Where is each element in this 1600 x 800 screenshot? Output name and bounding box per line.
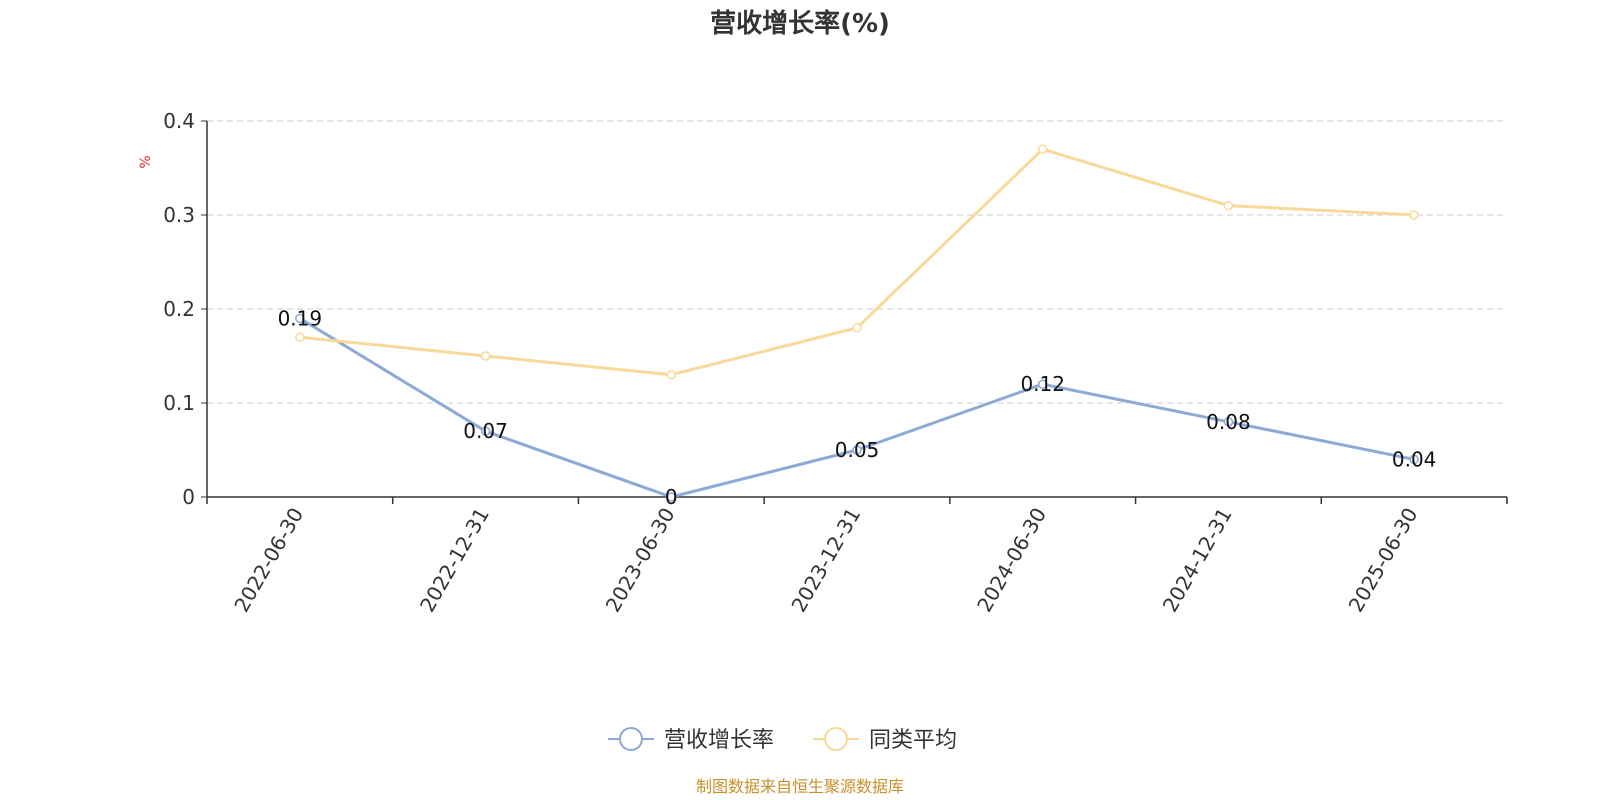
data-point[interactable]	[852, 323, 862, 333]
y-tick-label: 0	[182, 485, 195, 509]
series-line	[299, 317, 1415, 499]
y-axis-unit-label: %	[138, 155, 154, 168]
data-point[interactable]	[295, 332, 305, 342]
data-label: 0.12	[1020, 372, 1065, 396]
data-point[interactable]	[480, 426, 491, 436]
data-source-note: 制图数据来自恒生聚源数据库	[696, 777, 904, 796]
legend-item[interactable]: 同类平均	[813, 727, 957, 753]
data-labels: 0.19 0.07 0 0.05 0.12 0.08 0.04	[278, 306, 1437, 509]
data-label: 0.07	[463, 419, 508, 443]
data-label: 0.04	[1392, 447, 1437, 471]
data-label: 0.08	[1206, 410, 1251, 434]
x-tick-label: 2024-06-30	[972, 504, 1051, 617]
legend[interactable]: 营收增长率 同类平均	[608, 727, 957, 753]
data-point[interactable]	[295, 313, 305, 324]
axes: 0 0.1 0.2 0.3 0.4 2022-06-30 2022-12-31 2023-06…	[163, 109, 1508, 617]
data-label: 0.19	[278, 306, 323, 330]
x-tick-label: 2022-06-30	[229, 504, 308, 617]
x-tick-label: 2025-06-30	[1344, 504, 1423, 617]
data-point[interactable]	[1409, 454, 1419, 465]
data-point[interactable]	[1037, 144, 1048, 154]
x-tick-label: 2024-12-31	[1158, 504, 1237, 617]
legend-label: 同类平均	[869, 728, 957, 753]
data-point[interactable]	[1223, 200, 1234, 211]
data-point[interactable]	[1223, 417, 1234, 427]
data-point[interactable]	[666, 370, 677, 380]
legend-label: 营收增长率	[664, 728, 774, 753]
y-tick-label: 0.3	[163, 203, 195, 227]
y-tick-label: 0.1	[163, 391, 195, 415]
gridlines	[207, 120, 1507, 404]
x-tick-label: 2023-12-31	[786, 504, 865, 617]
legend-marker	[824, 727, 848, 751]
data-point[interactable]	[480, 351, 491, 361]
series-line	[299, 147, 1415, 377]
series-layer	[295, 144, 1419, 502]
chart-title: 营收增长率(%)	[710, 8, 890, 39]
y-tick-label: 0.2	[163, 297, 195, 321]
data-point[interactable]	[1037, 379, 1048, 389]
x-tick-label: 2023-06-30	[601, 504, 680, 617]
data-point[interactable]	[852, 445, 862, 455]
data-label: 0	[665, 485, 678, 509]
legend-item[interactable]: 营收增长率	[608, 727, 774, 753]
legend-marker	[619, 727, 643, 751]
data-point[interactable]	[666, 492, 677, 502]
y-tick-label: 0.4	[163, 109, 195, 133]
x-tick-label: 2022-12-31	[415, 503, 494, 616]
data-label: 0.05	[835, 438, 880, 462]
data-point[interactable]	[1409, 210, 1419, 220]
